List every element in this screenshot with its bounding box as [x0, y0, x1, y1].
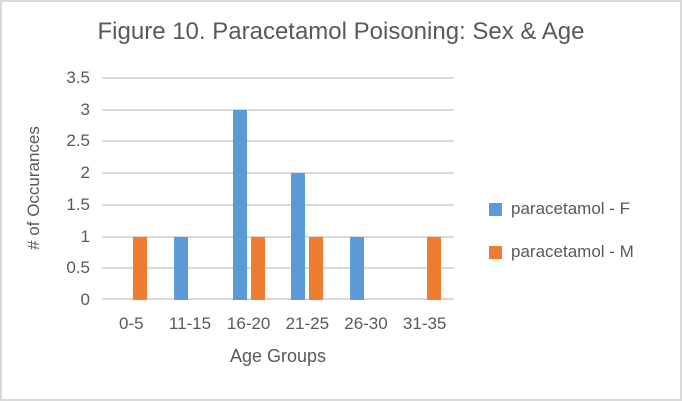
x-tick-label: 11-15: [168, 314, 212, 333]
y-axis-title: # of Occurances: [24, 126, 43, 250]
y-tick-label: 2: [80, 163, 90, 183]
gridline: [102, 108, 454, 111]
bar-paracetamol-m-21-25: [309, 236, 324, 300]
y-tick-label: 3.5: [66, 68, 90, 87]
legend-label: paracetamol - F: [511, 199, 631, 218]
x-tick-label: 16-20: [226, 314, 271, 333]
bar-paracetamol-f-26-30: [350, 236, 364, 300]
y-tick-label: 0: [80, 290, 90, 309]
x-tick-label: 26-30: [344, 314, 388, 333]
legend-swatch-icon: [489, 245, 502, 259]
gridline: [102, 235, 454, 238]
bar-paracetamol-m-0-5: [133, 236, 148, 300]
gridline: [102, 267, 454, 270]
legend-swatch-icon: [489, 202, 502, 216]
y-tick-label: 1.5: [66, 194, 90, 214]
y-tick-label: 3: [80, 99, 90, 119]
gridline: [102, 203, 454, 206]
chart-title: Figure 10. Paracetamol Poisoning: Sex & …: [97, 18, 585, 45]
gridline: [102, 140, 454, 143]
bar-paracetamol-f-11-15: [174, 236, 188, 300]
x-axis-line: [102, 298, 454, 300]
bar-paracetamol-m-31-35: [426, 236, 441, 300]
legend-entry: paracetamol - M: [489, 242, 634, 262]
legend-entry: paracetamol - F: [489, 199, 634, 219]
plot-area: [102, 77, 454, 300]
gridline: [102, 77, 454, 79]
y-tick-label: 1: [80, 226, 90, 246]
gridline: [102, 172, 454, 175]
y-tick-label: 2.5: [66, 131, 90, 151]
y-tick-label: 0.5: [66, 258, 90, 278]
x-tick-label: 0-5: [119, 314, 144, 333]
legend: paracetamol - F paracetamol - M: [489, 199, 634, 262]
x-tick-label: 31-35: [402, 314, 447, 333]
legend-label: paracetamol - M: [511, 242, 634, 261]
bar-paracetamol-f-21-25: [291, 173, 306, 300]
x-tick-label: 21-25: [285, 314, 330, 333]
x-axis-title: Age Groups: [229, 346, 327, 366]
bar-paracetamol-f-16-20: [232, 109, 247, 300]
bar-paracetamol-m-16-20: [250, 236, 265, 300]
